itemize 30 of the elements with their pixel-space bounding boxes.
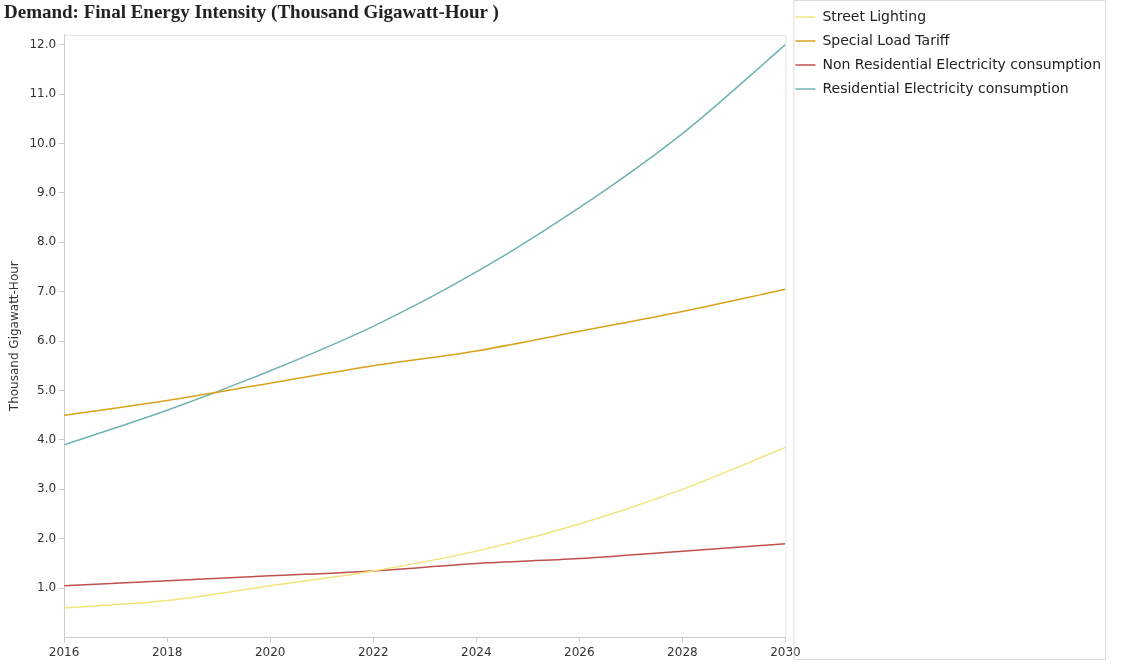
y-tick-label: 12.0 — [29, 36, 57, 51]
y-tick-label: 6.0 — [37, 333, 57, 348]
y-tick-label: 4.0 — [37, 432, 57, 447]
y-axis-title: Thousand Gigawatt-Hour — [7, 261, 22, 413]
x-tick-label: 2018 — [151, 644, 183, 659]
line-series — [64, 542, 786, 587]
legend-label: Special Load Tariff — [822, 31, 950, 48]
chart-title: Demand: Final Energy Intensity (Thousand Gigawatt-Hour ) — [4, 1, 499, 24]
legend-label: Residential Electricity consumption — [822, 79, 1069, 96]
y-tick-label: 2.0 — [37, 530, 57, 545]
y-tick-label: 11.0 — [29, 86, 57, 101]
x-tick-label: 2030 — [770, 644, 801, 659]
line-series — [64, 43, 786, 446]
x-tick-label: 2026 — [564, 644, 595, 659]
y-tick-label: 5.0 — [37, 382, 57, 397]
y-tick-label: 9.0 — [37, 185, 57, 200]
x-tick-label: 2028 — [667, 644, 698, 659]
y-tick-label: 3.0 — [37, 481, 57, 496]
x-tick-label: 2016 — [48, 644, 80, 659]
x-tick-label: 2022 — [357, 644, 389, 659]
y-tick-label: 8.0 — [37, 234, 57, 249]
line-series — [64, 446, 786, 609]
legend-label: Street Lighting — [822, 7, 927, 24]
x-tick-label: 2020 — [254, 644, 286, 659]
legend-label: Non Residential Electricity consumption — [822, 55, 1102, 72]
line-series — [64, 288, 786, 417]
x-tick-label: 2024 — [461, 644, 492, 659]
y-tick-label: 10.0 — [29, 135, 57, 150]
y-tick-label: 1.0 — [37, 580, 57, 595]
y-tick-label: 7.0 — [37, 283, 57, 298]
